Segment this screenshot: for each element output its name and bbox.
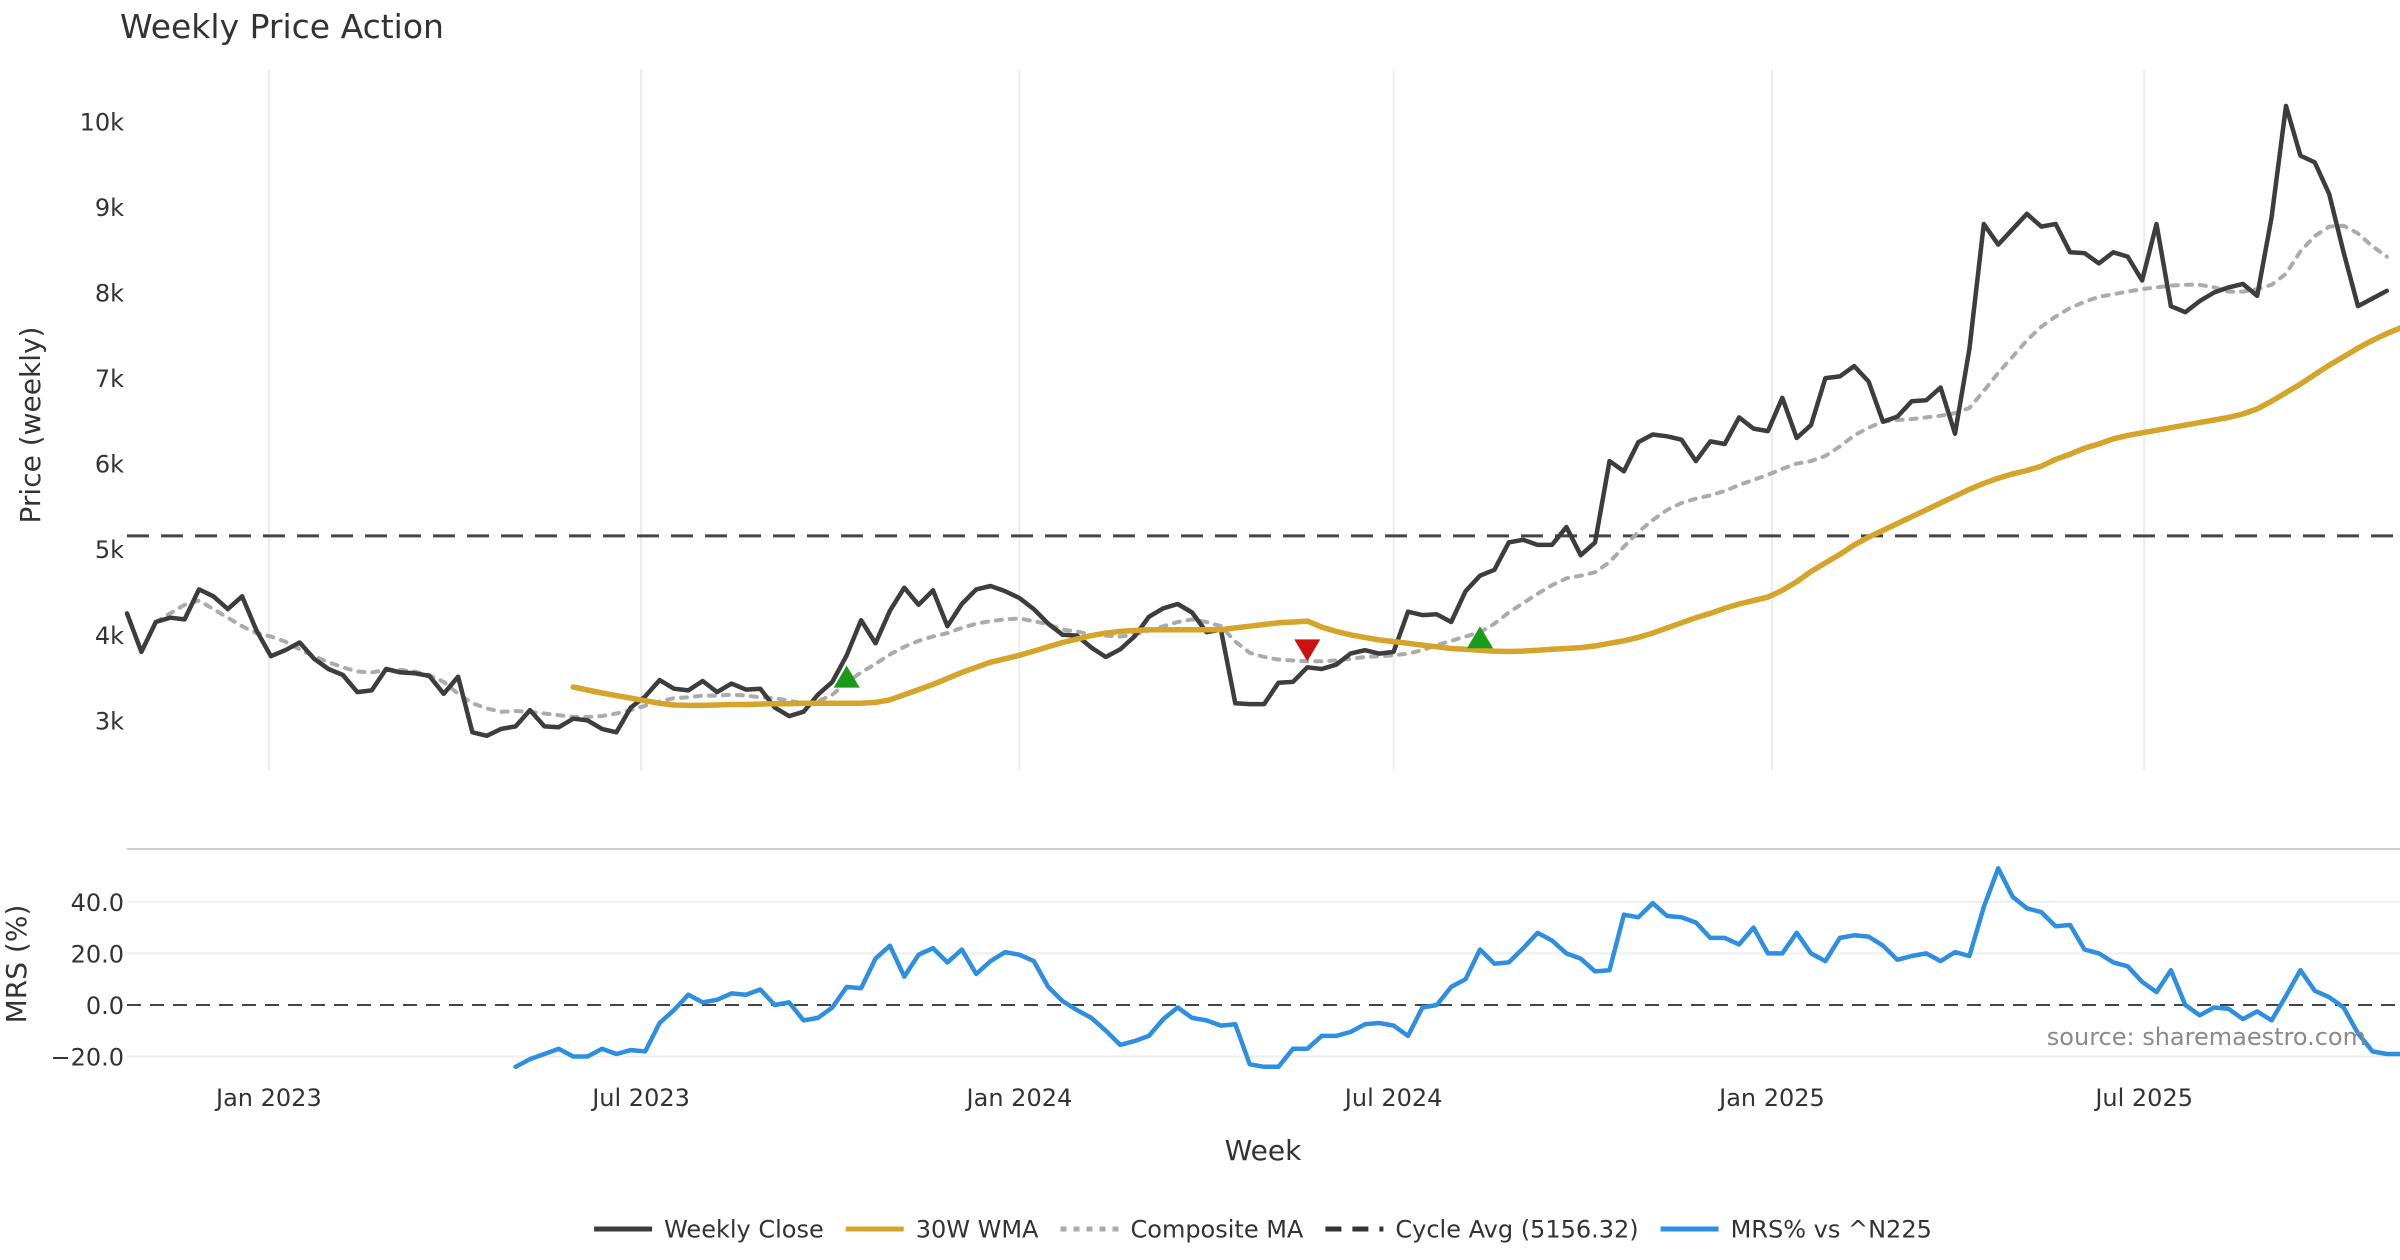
legend-item: MRS% vs ^N225 [1660, 1216, 1932, 1244]
legend: Weekly Close 30W WMA Composite MA Cycle Avg… [594, 1216, 1932, 1244]
mrs-y-axis-title: MRS (%) [0, 905, 33, 1024]
mrs-series [513, 866, 2400, 1070]
signal-markers [833, 626, 1493, 688]
legend-item: Composite MA [1060, 1216, 1304, 1244]
chart-title: Weekly Price Action [120, 7, 444, 46]
legend-label: Weekly Close [664, 1216, 824, 1244]
price-y-tick-label: 9k [95, 194, 124, 222]
buy-signal-marker [833, 665, 860, 688]
price-y-tick-label: 6k [95, 451, 124, 479]
wma-30w-line [570, 325, 2400, 709]
legend-label: Composite MA [1131, 1216, 1304, 1244]
vertical-gridlines [267, 70, 2146, 770]
price-y-ticks: 3k 4k 5k 6k 7k 8k 9k 10k [80, 108, 125, 735]
legend-label: 30W WMA [916, 1216, 1039, 1244]
price-y-tick-label: 7k [95, 365, 124, 393]
mrs-y-tick-label: −20.0 [50, 1044, 124, 1072]
x-tick-label: Jan 2025 [1717, 1084, 1825, 1112]
legend-item: Cycle Avg (5156.32) [1325, 1216, 1639, 1244]
legend-item: 30W WMA [845, 1216, 1039, 1244]
x-tick-label: Jul 2023 [590, 1084, 690, 1112]
x-ticks: Jan 2023 Jul 2023 Jan 2024 Jul 2024 Jan 2025… [214, 1084, 2193, 1112]
legend-label: Cycle Avg (5156.32) [1395, 1216, 1638, 1244]
x-tick-label: Jan 2024 [965, 1084, 1073, 1112]
weekly-close-line [124, 103, 2390, 739]
price-series [124, 103, 2400, 739]
price-y-axis-title: Price (weekly) [14, 327, 47, 524]
price-y-tick-label: 4k [95, 622, 124, 650]
price-y-tick-label: 3k [95, 707, 124, 735]
mrs-y-tick-label: 20.0 [71, 940, 124, 968]
buy-signal-marker [1466, 626, 1493, 649]
legend-label: MRS% vs ^N225 [1731, 1216, 1932, 1244]
x-tick-label: Jul 2024 [1343, 1084, 1443, 1112]
legend-item: Weekly Close [594, 1216, 824, 1244]
x-axis-title: Week [1225, 1134, 1302, 1167]
x-tick-label: Jan 2023 [214, 1084, 322, 1112]
mrs-y-tick-label: 0.0 [86, 992, 124, 1020]
source-note: source: sharemaestro.com [2047, 1023, 2366, 1051]
x-tick-label: Jul 2025 [2093, 1084, 2193, 1112]
price-y-tick-label: 8k [95, 279, 124, 307]
price-y-tick-label: 5k [95, 536, 124, 564]
price-y-tick-label: 10k [80, 108, 125, 136]
sell-signal-marker [1294, 639, 1321, 662]
composite-ma-line [153, 223, 2389, 719]
mrs-y-ticks: −20.0 0.0 20.0 40.0 [50, 889, 124, 1072]
mrs-y-tick-label: 40.0 [71, 889, 124, 917]
mrs-line [513, 866, 2400, 1070]
